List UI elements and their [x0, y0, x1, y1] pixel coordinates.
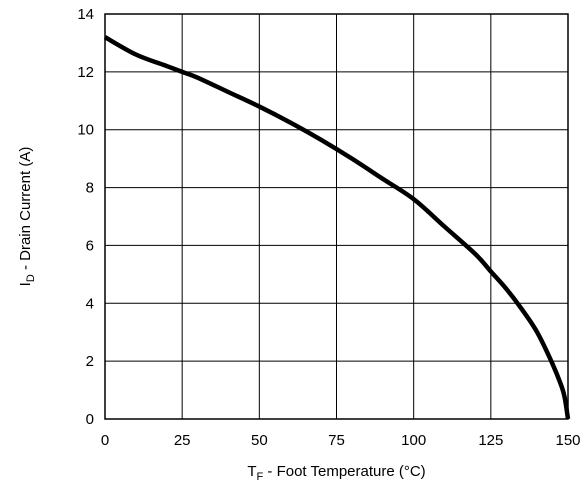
plot-area-frame [104, 13, 569, 420]
x-tick-label: 0 [101, 432, 109, 449]
y-tick-label: 10 [77, 122, 94, 139]
x-tick-label: 50 [251, 432, 268, 449]
y-tick-label: 14 [77, 6, 94, 23]
x-tick-label: 125 [478, 432, 503, 449]
y-tick-label: 8 [86, 180, 94, 197]
x-axis-label-main: T [247, 463, 256, 480]
x-axis-label: TF - Foot Temperature (°C) [247, 463, 425, 483]
y-tick-label: 4 [86, 295, 94, 312]
y-axis-label-main: I [17, 282, 34, 286]
y-tick-label: 2 [86, 353, 94, 370]
x-axis-label-subscript: F [257, 471, 264, 483]
y-tick-label: 0 [86, 411, 94, 428]
series-layer [103, 35, 571, 420]
y-axis-label-rest: - Drain Current (A) [17, 147, 34, 275]
x-tick-label: 75 [328, 432, 345, 449]
y-axis-label-subscript: D [25, 274, 37, 282]
x-tick-label: 100 [401, 432, 426, 449]
drain-current-curve [103, 35, 571, 420]
x-tick-label: 150 [555, 432, 580, 449]
x-tick-label: 25 [174, 432, 191, 449]
y-tick-label: 6 [86, 237, 94, 254]
grid-lines [105, 14, 568, 419]
y-tick-label: 12 [77, 64, 94, 81]
tick-labels: 0 25 50 75 100 125 150 0 2 4 6 8 10 12 14 [77, 6, 580, 449]
y-axis-label: ID - Drain Current (A) [17, 147, 37, 287]
x-axis-label-rest: - Foot Temperature (°C) [263, 463, 425, 480]
